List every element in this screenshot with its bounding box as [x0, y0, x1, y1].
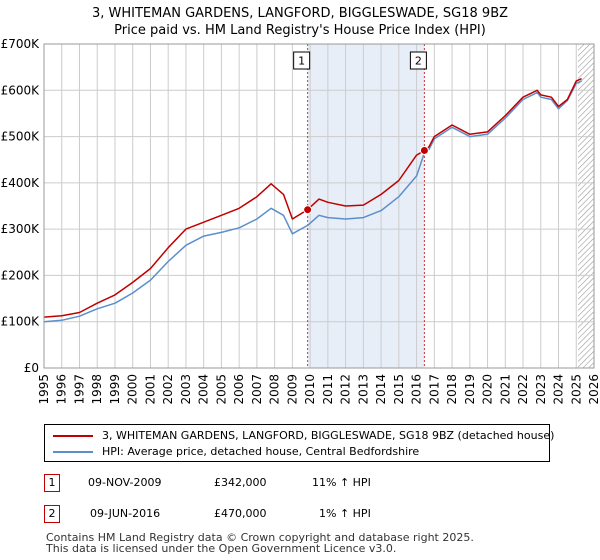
legend-hpi-label: HPI: Average price, detached house, Cent…	[102, 445, 420, 458]
x-tick-label: 2011	[321, 374, 335, 405]
transaction-price-1: £342,000	[214, 476, 267, 489]
chart-title-line1: 3, WHITEMAN GARDENS, LANGFORD, BIGGLESWA…	[91, 6, 509, 21]
x-tick-label: 1996	[55, 374, 69, 405]
forecast-hatch	[578, 44, 594, 368]
transaction-date-2: 09-JUN-2016	[90, 507, 161, 520]
chart-title-line2: Price paid vs. HM Land Registry's House …	[114, 23, 486, 38]
transaction-badge-2: 2	[44, 505, 60, 523]
x-tick-label: 2010	[303, 374, 317, 405]
x-tick-label: 2015	[392, 374, 406, 405]
transaction-hpi-2: 1% ↑ HPI	[319, 507, 371, 520]
x-tick-label: 2021	[498, 374, 512, 405]
x-tick-label: 2007	[250, 374, 264, 405]
x-tick-label: 2004	[197, 374, 211, 405]
x-tick-label: 2009	[285, 374, 299, 405]
sale-badge-text-1: 1	[298, 55, 305, 68]
transaction-date-1: 09-NOV-2009	[88, 476, 162, 489]
x-tick-label: 2001	[143, 374, 157, 405]
x-tick-label: 1995	[37, 374, 51, 405]
x-tick-label: 1997	[72, 374, 86, 405]
legend-property-label: 3, WHITEMAN GARDENS, LANGFORD, BIGGLESWA…	[102, 429, 555, 442]
y-tick-label: £700K	[1, 37, 41, 51]
sale-badge-2	[409, 51, 427, 70]
x-tick-label: 2005	[214, 374, 228, 405]
y-tick-label: £300K	[1, 222, 41, 236]
sale-point-1	[303, 205, 313, 215]
legend: 3, WHITEMAN GARDENS, LANGFORD, BIGGLESWA…	[44, 424, 554, 462]
x-tick-label: 2016	[410, 374, 424, 405]
transaction-hpi-1: 11% ↑ HPI	[312, 476, 371, 489]
x-tick-label: 1998	[90, 374, 104, 405]
y-tick-label: £400K	[1, 176, 41, 190]
legend-property-swatch	[53, 435, 93, 437]
footer-licence: This data is licensed under the Open Gov…	[46, 542, 397, 555]
x-tick-label: 2006	[232, 374, 246, 405]
hpi-line	[43, 80, 582, 323]
x-tick-label: 2012	[339, 374, 353, 405]
x-tick-label: 2026	[587, 374, 600, 405]
x-tick-label: 2003	[179, 374, 193, 405]
x-tick-label: 2024	[552, 374, 566, 405]
x-tick-label: 2018	[445, 374, 459, 405]
sale-badge-text-2: 2	[415, 55, 422, 68]
x-tick-label: 2013	[356, 374, 370, 405]
x-tick-label: 2000	[126, 374, 140, 405]
footer-copyright: Contains HM Land Registry data © Crown c…	[46, 531, 474, 544]
y-tick-label: £0	[24, 361, 39, 375]
y-tick-label: £100K	[1, 315, 41, 329]
x-tick-label: 2020	[481, 374, 495, 405]
x-tick-label: 2002	[161, 374, 175, 405]
transaction-price-2: £470,000	[214, 507, 267, 520]
y-tick-label: £200K	[1, 268, 41, 282]
x-tick-label: 2022	[516, 374, 530, 405]
legend-hpi-swatch	[53, 451, 93, 453]
ownership-shade	[307, 44, 425, 368]
sale-point-2	[419, 145, 429, 155]
x-tick-label: 2017	[427, 374, 441, 405]
price-chart: 1 2 £0 £100K £200K £300K £400K £500K £600K £700K 1…	[1, 37, 600, 405]
y-tick-label: £500K	[1, 130, 41, 144]
x-tick-label: 2025	[569, 374, 583, 405]
x-tick-label: 1999	[108, 374, 122, 405]
x-tick-label: 2008	[268, 374, 282, 405]
sale-badge-1	[293, 51, 311, 70]
x-tick-label: 2014	[374, 374, 388, 405]
property-price-line	[43, 78, 582, 318]
x-tick-label: 2019	[463, 374, 477, 405]
plot-frame	[43, 43, 595, 369]
x-tick-label: 2023	[534, 374, 548, 405]
y-tick-label: £600K	[1, 83, 41, 97]
transaction-badge-1: 1	[44, 474, 60, 492]
